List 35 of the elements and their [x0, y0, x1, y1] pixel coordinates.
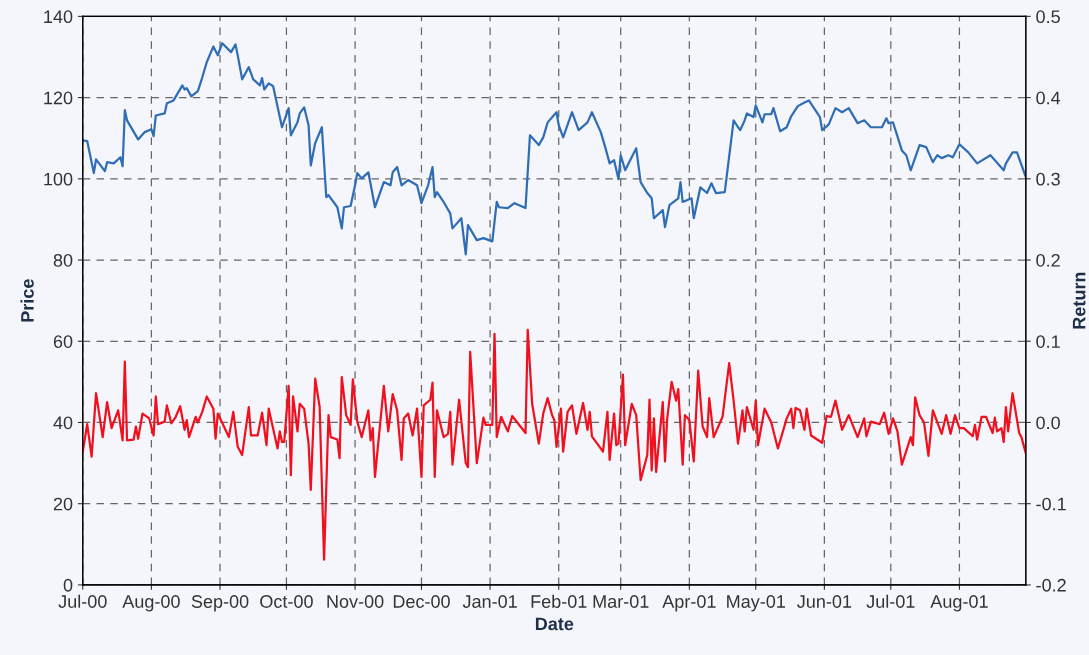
y-tick-label: 60 — [53, 335, 73, 348]
y2-tick-label: 0.2 — [1036, 253, 1060, 267]
x-tick-label: Aug-01 — [930, 595, 988, 612]
y-tick-label: 140 — [44, 10, 73, 24]
x-tick-label: Dec-00 — [393, 595, 450, 608]
x-tick-label: Apr-01 — [662, 595, 716, 612]
x-tick-label: Oct-00 — [260, 595, 313, 608]
line-series — [82, 328, 1026, 561]
y2-tick-label: -0.1 — [1036, 497, 1066, 511]
y2-tick-label: 0.1 — [1036, 335, 1060, 348]
x-tick-label: May-01 — [727, 595, 785, 612]
x-tick-label: Mar-01 — [593, 595, 649, 608]
y2-tick-label: 0.3 — [1036, 172, 1060, 186]
y-axis-title: Price — [20, 279, 34, 322]
y2-tick-label: 0.0 — [1036, 416, 1060, 430]
x-tick-label: Aug-00 — [122, 595, 180, 612]
y2-tick-label: 0.4 — [1036, 91, 1061, 105]
x-tick-label: Sep-00 — [191, 595, 249, 612]
x-tick-label: Jul-00 — [58, 594, 107, 608]
y-tick-label: 20 — [53, 497, 73, 511]
y2-tick-label: -0.2 — [1036, 578, 1066, 592]
x-tick-label: Jul-01 — [866, 594, 915, 608]
y-tick-label: 40 — [53, 416, 73, 430]
x-tick-label: Jun-01 — [797, 595, 852, 608]
x-tick-label: Jan-01 — [462, 595, 517, 608]
y2-tick-label: 0.5 — [1036, 10, 1060, 24]
x-axis-title: Date — [535, 617, 574, 631]
line-series — [82, 42, 1026, 256]
y2-axis-title: Return — [1072, 272, 1086, 329]
y-tick-label: 0 — [63, 578, 73, 592]
y-tick-label: 100 — [44, 172, 73, 186]
y-tick-label: 80 — [53, 253, 73, 267]
x-tick-label: Nov-00 — [327, 595, 384, 608]
x-tick-label: Feb-01 — [531, 594, 587, 608]
y-tick-label: 120 — [44, 91, 73, 105]
